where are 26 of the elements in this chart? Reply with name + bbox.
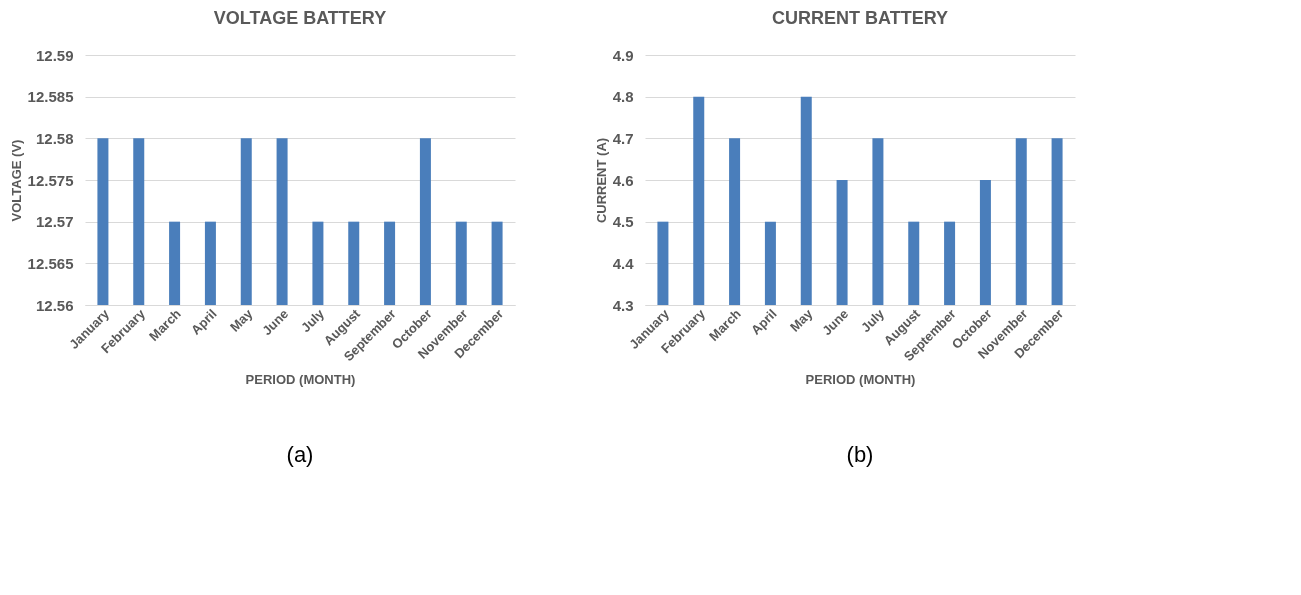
y-axis-title: VOLTAGE (V)	[8, 139, 24, 222]
x-axis-title: PERIOD (MONTH)	[805, 372, 916, 388]
y-tick-label: 12.56	[35, 296, 74, 314]
y-tick-label: 4.3	[612, 296, 634, 314]
y-tick-label: 4.6	[612, 171, 634, 189]
y-tick-label: 12.59	[35, 46, 74, 64]
y-tick-label: 12.57	[35, 213, 74, 231]
y-tick-label: 4.8	[612, 88, 634, 106]
x-tick-label: May	[786, 305, 816, 335]
y-tick-label: 4.7	[612, 129, 634, 147]
y-tick-label: 12.565	[27, 254, 74, 272]
chart-title: CURRENT BATTERY	[772, 8, 948, 28]
y-tick-label: 12.575	[27, 171, 74, 189]
y-tick-label: 12.58	[35, 129, 74, 147]
y-tick-label: 12.585	[27, 88, 74, 106]
y-axis-title: CURRENT (A)	[593, 137, 609, 224]
chart-title: VOLTAGE BATTERY	[213, 8, 387, 28]
x-tick-label: July	[298, 305, 328, 336]
x-axis-title: PERIOD (MONTH)	[245, 372, 356, 388]
y-tick-label: 4.5	[612, 213, 634, 231]
x-tick-label: July	[858, 305, 888, 336]
x-tick-label: May	[226, 305, 256, 335]
text: (a)	[286, 442, 314, 467]
y-tick-label: 4.9	[612, 46, 634, 64]
y-tick-label: 4.4	[612, 254, 635, 272]
text: (b)	[846, 442, 874, 467]
